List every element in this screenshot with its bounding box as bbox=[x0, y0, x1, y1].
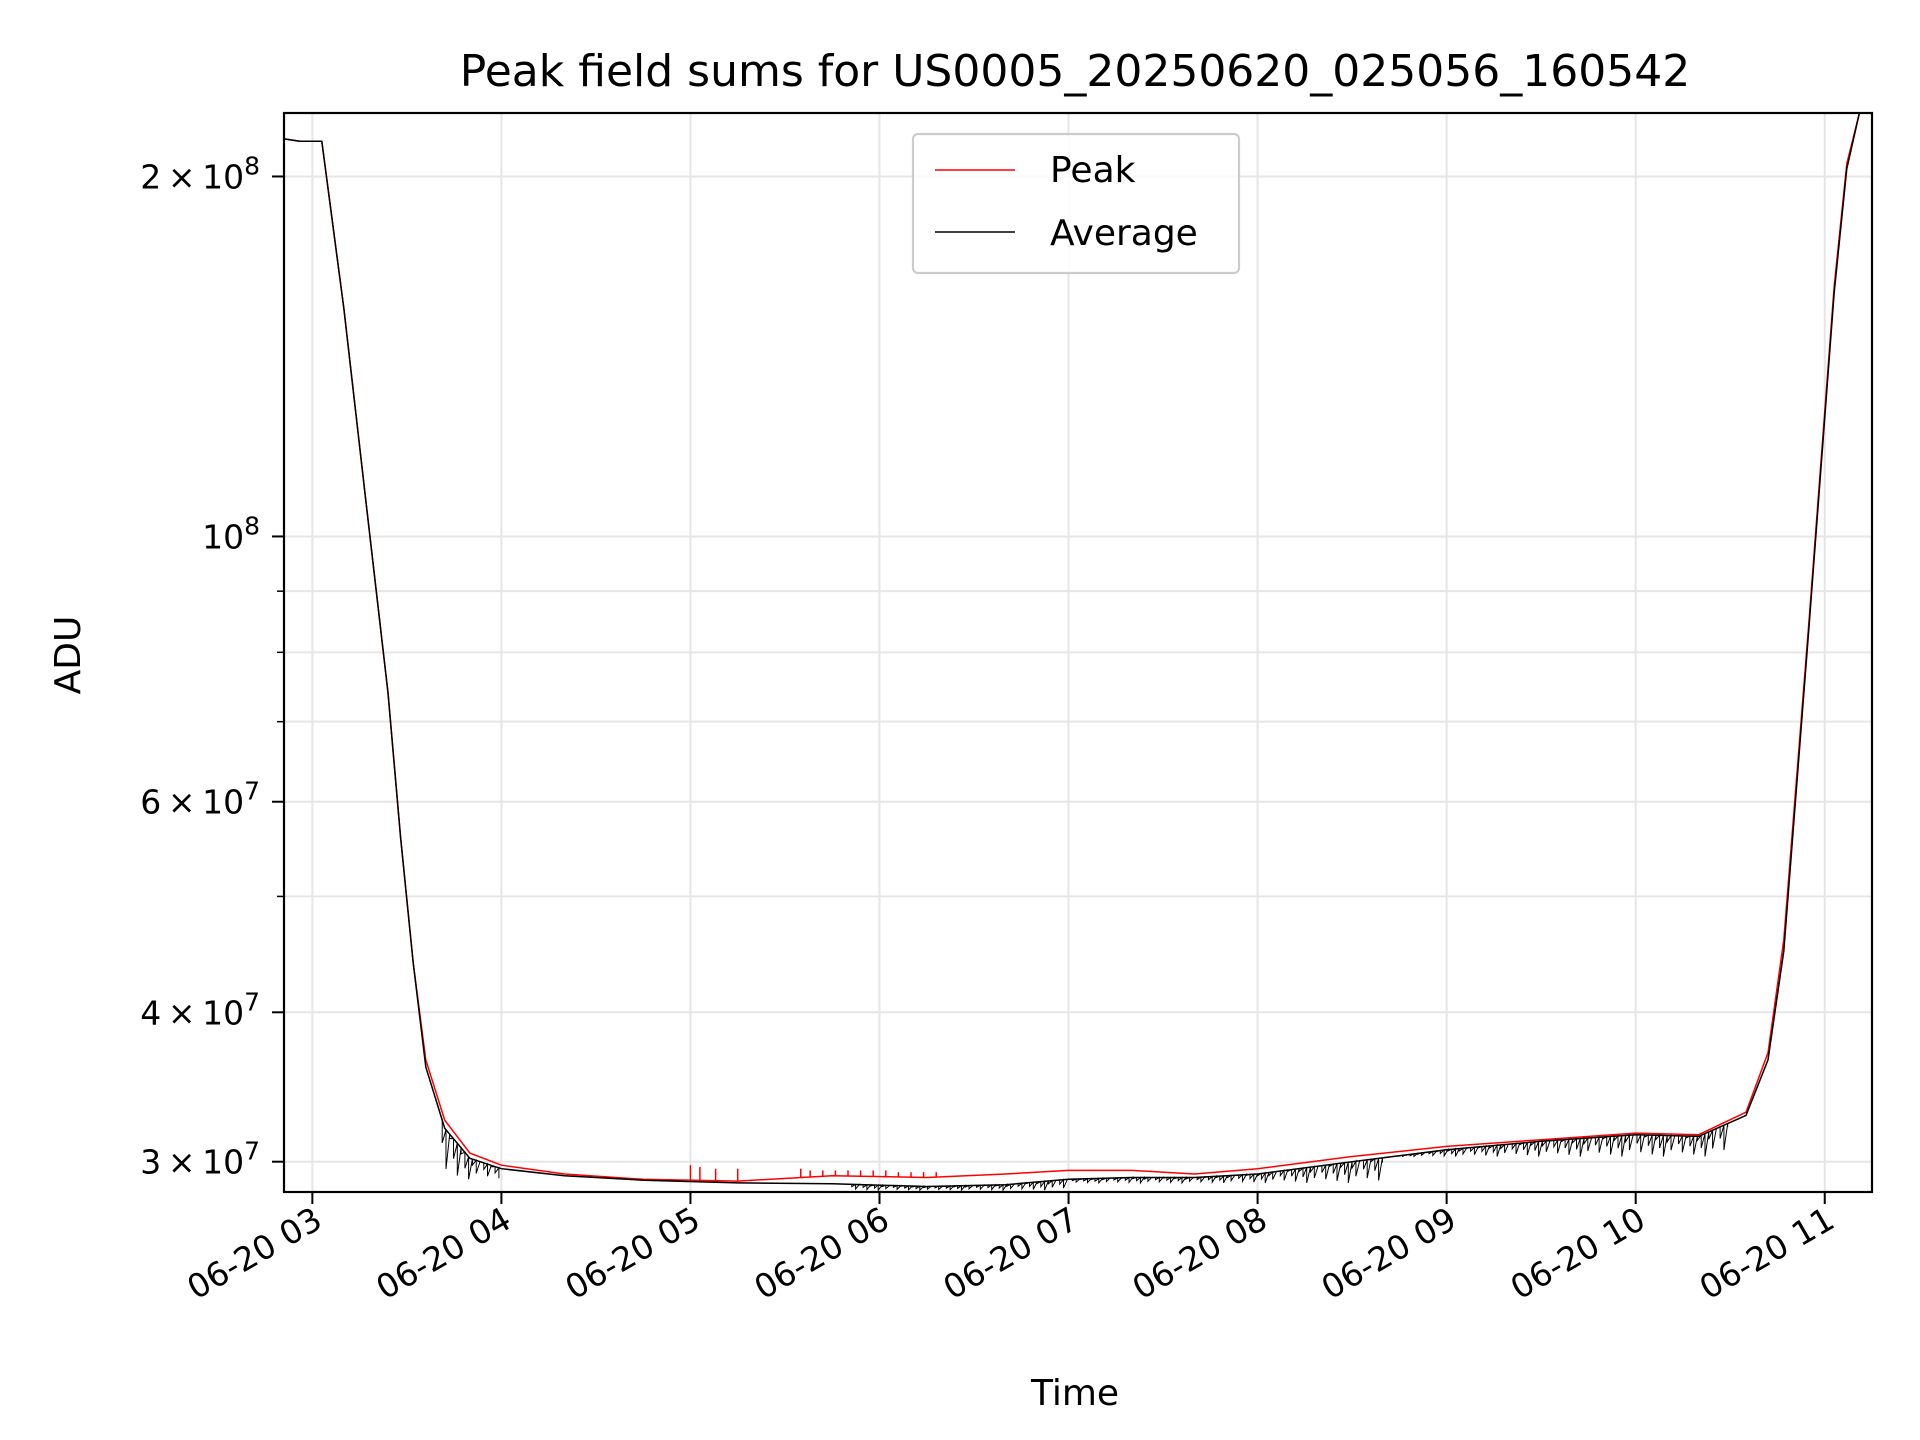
chart-title: Peak field sums for US0005_20250620_0250… bbox=[460, 46, 1690, 97]
y-tick-label: 108 bbox=[202, 511, 260, 556]
legend-box bbox=[911, 132, 1241, 275]
y-axis-label: ADU bbox=[48, 616, 89, 695]
legend: Peak Average bbox=[911, 132, 1241, 275]
series-layer bbox=[284, 113, 1861, 1192]
legend-average-label: Average bbox=[1050, 213, 1198, 254]
average-series-line bbox=[284, 113, 1861, 1188]
legend-peak-label: Peak bbox=[1050, 150, 1136, 191]
y-axis-ticks: 2 × 108 108 6 × 107 4 × 107 3 × 107 bbox=[140, 151, 284, 1182]
series-clip-group bbox=[284, 113, 1861, 1192]
y-tick-label: 4 × 107 bbox=[140, 987, 260, 1032]
x-axis-label: Time bbox=[1030, 1373, 1119, 1414]
y-tick-label: 6 × 107 bbox=[140, 777, 260, 822]
y-tick-label: 3 × 107 bbox=[140, 1137, 260, 1182]
y-tick-label: 2 × 108 bbox=[140, 151, 260, 196]
